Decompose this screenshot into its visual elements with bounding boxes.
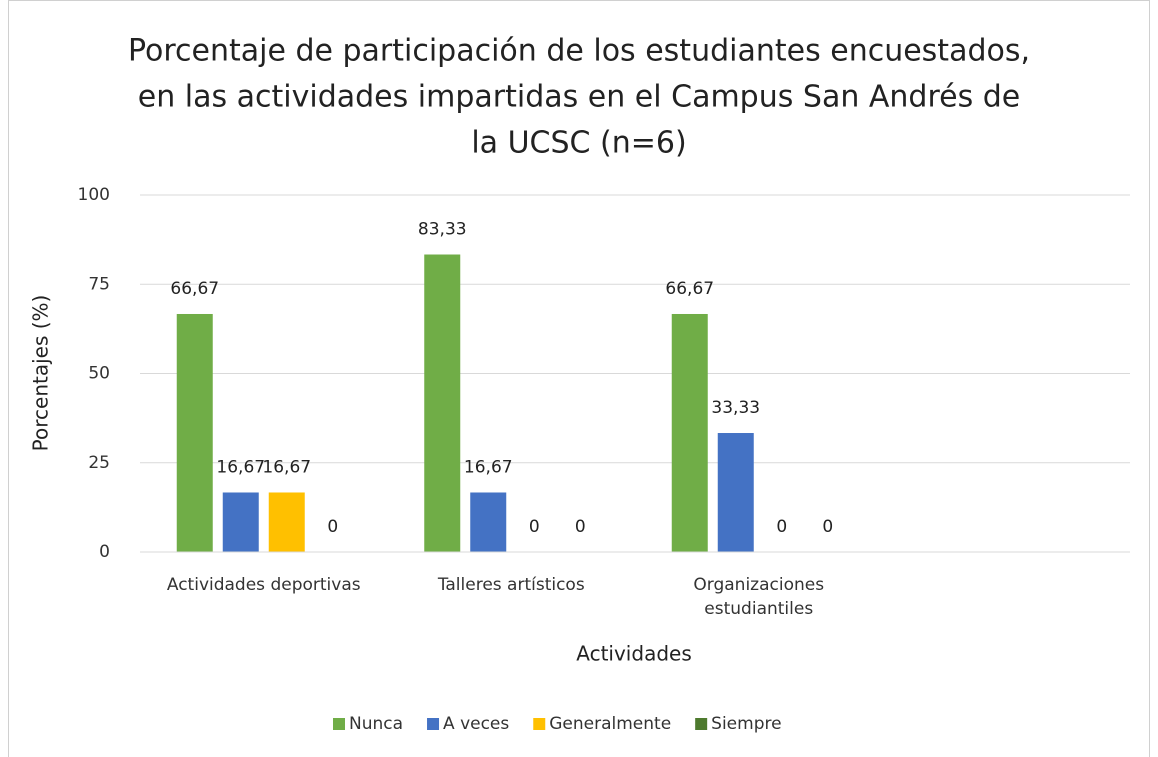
data-label: 16,67	[262, 457, 311, 477]
legend-swatch	[427, 718, 440, 730]
data-label: 0	[529, 517, 540, 537]
legend-label: Siempre	[711, 714, 781, 734]
legend-swatch	[533, 718, 546, 730]
bar	[470, 492, 507, 552]
x-tick-label-line: estudiantiles	[704, 599, 813, 619]
y-tick-label: 25	[88, 453, 110, 473]
y-tick-label: 0	[99, 542, 110, 562]
y-axis-title: Porcentajes (%)	[29, 295, 53, 452]
chart-title: en las actividades impartidas en el Camp…	[138, 80, 1021, 115]
data-label: 16,67	[464, 457, 513, 477]
bar	[424, 254, 461, 552]
legend-label: Generalmente	[549, 714, 671, 734]
x-tick-label: Actividades deportivas	[167, 575, 361, 595]
bar	[176, 313, 213, 552]
data-label: 0	[776, 517, 787, 537]
data-label: 33,33	[711, 398, 760, 418]
bar	[222, 492, 259, 552]
data-label: 0	[575, 517, 586, 537]
bar	[717, 433, 754, 552]
y-tick-label: 75	[88, 274, 110, 294]
chart-title: Porcentaje de participación de los estud…	[128, 34, 1030, 69]
x-tick-label: Talleres artísticos	[437, 575, 585, 595]
data-label: 16,67	[216, 457, 265, 477]
data-label: 0	[822, 517, 833, 537]
y-tick-label: 50	[88, 364, 110, 384]
x-tick-label-line: Organizaciones	[693, 575, 824, 595]
legend-swatch	[695, 718, 708, 730]
legend-label: Nunca	[349, 714, 403, 734]
x-axis-title: Actividades	[576, 642, 692, 666]
bar	[671, 313, 708, 552]
data-label: 66,67	[170, 279, 219, 299]
data-label: 83,33	[418, 220, 467, 240]
x-tick-label: Organizaciones estudiantiles	[693, 575, 824, 619]
data-label: 0	[327, 517, 338, 537]
y-tick-label: 100	[78, 185, 110, 205]
legend-swatch	[333, 718, 345, 730]
bar	[268, 492, 305, 552]
data-label: 66,67	[665, 279, 714, 299]
chart-title: la UCSC (n=6)	[471, 126, 686, 161]
legend-label: A veces	[443, 714, 509, 734]
